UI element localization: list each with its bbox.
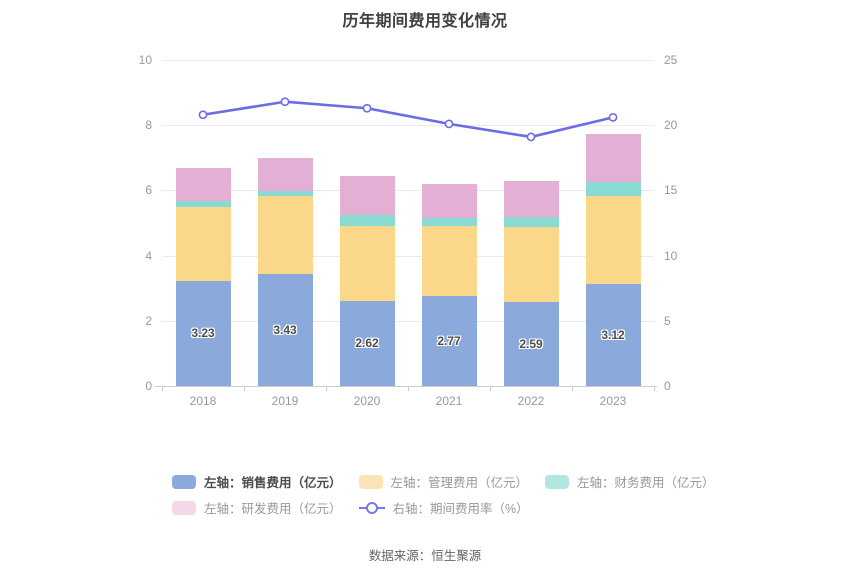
x-axis-category-label: 2023 (599, 394, 627, 408)
bar-segment-4 (421, 183, 477, 219)
gridline (162, 60, 654, 61)
legend-item[interactable]: 左轴：研发费用（亿元） (172, 498, 342, 517)
right-axis-tick-label: 5 (664, 313, 671, 328)
bar-segment-1 (175, 280, 231, 386)
right-axis-tick-label: 15 (664, 183, 678, 198)
bar-segment-4 (175, 167, 231, 201)
expense-ratio-line (198, 97, 618, 142)
bar-segment-4 (585, 133, 641, 182)
bar-segment-3 (503, 216, 559, 227)
line-marker (362, 103, 372, 113)
bar-segment-1 (585, 284, 641, 386)
bar-segment-1 (339, 300, 395, 386)
legend-swatch-icon (172, 500, 196, 515)
line-marker (608, 112, 618, 122)
bar-value-label: 3.43 (273, 323, 297, 338)
legend-row: 左轴：销售费用（亿元） 左轴：管理费用（亿元） 左轴：财务费用（亿元） (172, 472, 715, 491)
x-axis-category-label: 2019 (271, 394, 299, 408)
bar-segment-4 (503, 180, 559, 217)
bar-segment-2 (175, 206, 231, 281)
legend-swatch-icon (358, 474, 383, 489)
bar-segment-3 (175, 200, 231, 207)
chart-title: 历年期间费用变化情况 (342, 13, 508, 30)
x-axis-tick (408, 386, 409, 391)
line-marker (198, 110, 208, 120)
legend-line-circle (365, 501, 378, 514)
plot-area: 0 0 2 5 4 10 6 15 8 20 10 25 3.23 2018 3.43 2019 2.62 202… (139, 53, 678, 408)
line-marker (526, 132, 536, 142)
bar-segment-3 (339, 214, 395, 227)
legend-label: 左轴：财务费用（亿元） (577, 476, 715, 490)
gridline (162, 320, 654, 322)
line-path (202, 100, 614, 139)
left-axis-tick-label: 0 (145, 379, 152, 393)
x-axis-tick (490, 386, 491, 391)
x-axis-category-label: 2018 (189, 394, 217, 408)
legend-line-icon (358, 501, 385, 515)
bar-segment-3 (421, 218, 477, 227)
x-axis-tick (162, 386, 163, 391)
x-axis-category-label: 2020 (353, 394, 381, 408)
x-axis-category-label: 2021 (435, 394, 463, 408)
bar-segment-1 (257, 274, 313, 386)
line-marker (280, 97, 290, 107)
bar-segment-2 (585, 195, 641, 285)
bar-value-label: 2.62 (355, 336, 379, 351)
right-axis-tick-label: 10 (664, 248, 678, 263)
right-axis-tick-label: 25 (664, 53, 678, 67)
bar-value-label: 3.23 (191, 326, 215, 341)
legend-item[interactable]: 左轴：财务费用（亿元） (545, 472, 715, 491)
legend-label: 左轴：管理费用（亿元） (390, 476, 529, 490)
x-axis-tick (654, 386, 655, 391)
gridline (162, 125, 654, 127)
left-axis-tick-label: 4 (145, 248, 152, 263)
bar-segment-3 (585, 181, 641, 196)
data-source-note: 数据来源：恒生聚源 (368, 549, 482, 563)
bar-segment-1 (503, 301, 559, 386)
right-axis-tick-label: 20 (664, 118, 678, 133)
bar-segment-1 (421, 295, 477, 386)
bar-segment-4 (339, 176, 395, 215)
gridline (162, 255, 654, 257)
bar-segment-2 (257, 195, 313, 275)
gridline (162, 190, 654, 192)
bar-segment-2 (339, 226, 395, 301)
bar-value-label: 3.12 (601, 328, 625, 343)
bar-segment-3 (257, 191, 313, 196)
x-axis-category-label: 2022 (517, 394, 545, 408)
legend-label: 右轴：期间费用率（%） (392, 502, 529, 516)
left-axis-tick-label: 2 (145, 313, 152, 328)
left-axis-tick-label: 8 (145, 118, 152, 133)
x-axis-tick (326, 386, 327, 391)
legend-label: 左轴：销售费用（亿元） (204, 476, 342, 490)
legend-swatch-icon (172, 474, 196, 489)
bar-value-label: 2.59 (519, 336, 543, 351)
bar-segment-4 (257, 158, 313, 192)
legend-row: 左轴：研发费用（亿元） 右轴：期间费用率（%） (172, 498, 715, 517)
legend-label: 左轴：研发费用（亿元） (204, 502, 342, 516)
bar-segment-2 (421, 226, 477, 296)
line-marker (444, 119, 454, 129)
legend-swatch-icon (545, 474, 570, 489)
left-axis-tick-label: 6 (145, 183, 152, 198)
legend-item[interactable]: 右轴：期间费用率（%） (358, 498, 529, 517)
legend: 左轴：销售费用（亿元） 左轴：管理费用（亿元） 左轴：财务费用（亿元） 左轴：研发费用… (172, 472, 715, 517)
x-axis-tick (244, 386, 245, 391)
x-axis-tick (572, 386, 573, 391)
bar-segment-2 (503, 226, 559, 302)
right-axis-tick-label: 0 (664, 379, 671, 393)
legend-item[interactable]: 左轴：销售费用（亿元） (172, 472, 342, 491)
bar-value-label: 2.77 (437, 333, 461, 348)
x-axis-line (155, 386, 657, 387)
legend-item[interactable]: 左轴：管理费用（亿元） (358, 472, 529, 491)
left-axis-tick-label: 10 (138, 53, 152, 67)
